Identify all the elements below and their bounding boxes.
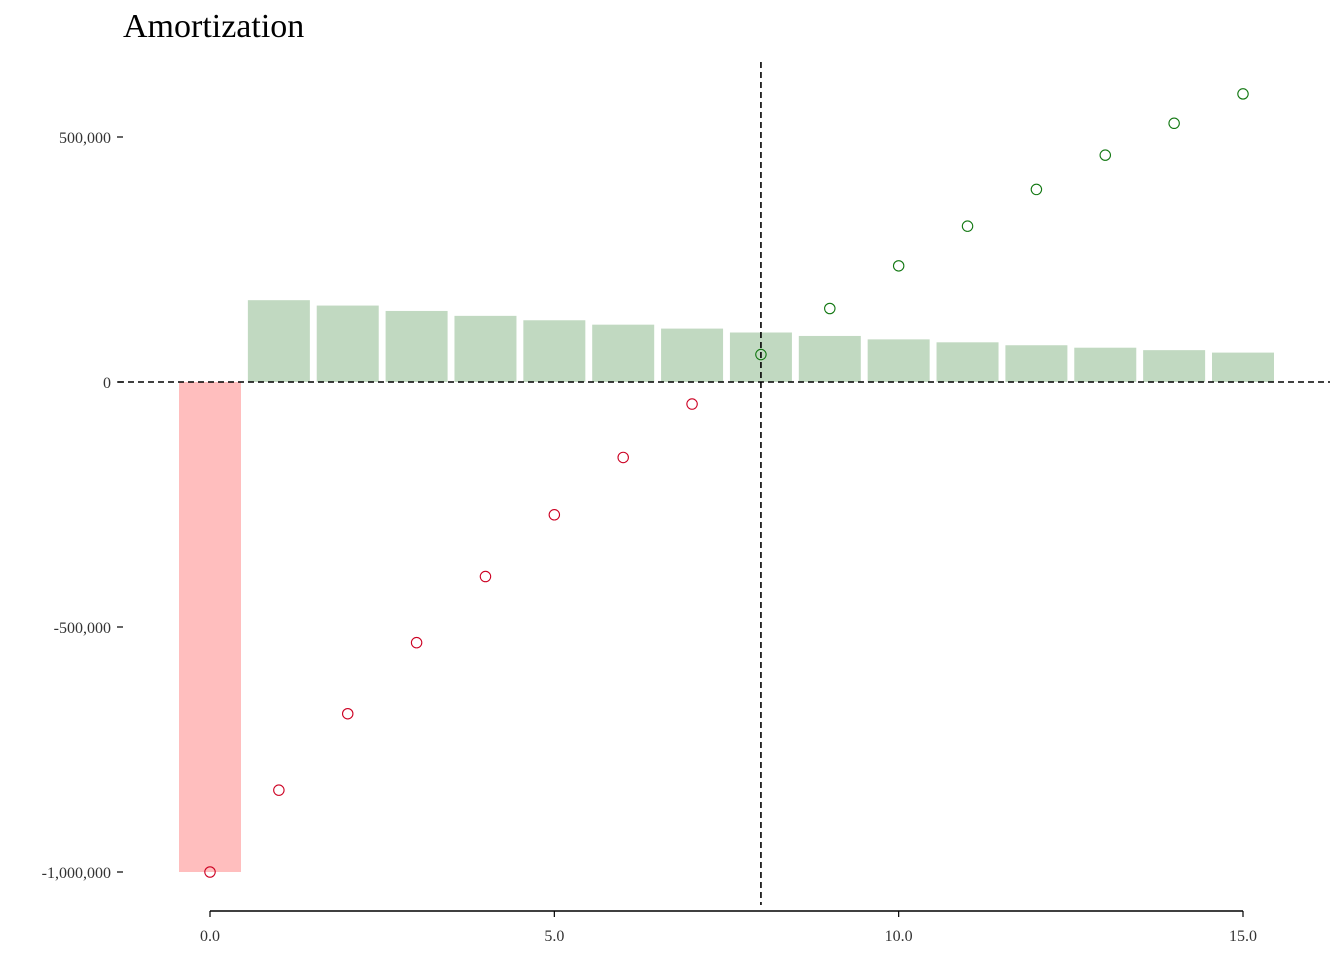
bar-10 xyxy=(867,339,930,382)
points-layer xyxy=(204,88,1249,878)
cumulative-point-13 xyxy=(1099,149,1112,161)
bar-2 xyxy=(316,305,379,382)
y-tick-label: 0 xyxy=(103,375,111,392)
bar-1 xyxy=(247,300,310,382)
bar-12 xyxy=(1005,345,1068,382)
cumulative-point-8 xyxy=(755,348,767,361)
chart-title: Amortization xyxy=(123,8,305,45)
cumulative-point-6 xyxy=(617,451,629,464)
bar-6 xyxy=(592,324,655,382)
x-tick-label: 15.0 xyxy=(1229,928,1257,945)
bar-5 xyxy=(523,320,586,382)
cumulative-point-7 xyxy=(686,398,698,410)
cumulative-point-12 xyxy=(1030,183,1043,196)
bar-11 xyxy=(936,342,999,382)
y-tick-label: 500,000 xyxy=(59,130,111,147)
y-tick-label: -500,000 xyxy=(54,620,111,637)
x-tick-label: 10.0 xyxy=(885,928,913,945)
x-tick-label: 0.0 xyxy=(200,928,220,945)
reference-lines-layer xyxy=(118,62,1330,905)
bar-9 xyxy=(798,335,861,382)
bar-0 xyxy=(179,382,241,872)
x-tick-label: 5.0 xyxy=(544,928,564,945)
cumulative-point-10 xyxy=(892,260,905,272)
cumulative-point-3 xyxy=(410,636,423,649)
bar-3 xyxy=(385,310,448,382)
cumulative-point-1 xyxy=(273,784,285,796)
cumulative-point-4 xyxy=(479,570,492,583)
bar-13 xyxy=(1074,347,1137,382)
cumulative-point-0 xyxy=(204,866,216,878)
cumulative-point-5 xyxy=(548,509,561,521)
bar-14 xyxy=(1143,350,1206,382)
cumulative-point-14 xyxy=(1168,117,1180,130)
cumulative-point-2 xyxy=(341,707,354,720)
cumulative-point-15 xyxy=(1237,88,1249,100)
bar-7 xyxy=(661,328,724,382)
bar-4 xyxy=(454,315,517,382)
y-tick-label: -1,000,000 xyxy=(42,865,111,882)
cumulative-point-9 xyxy=(824,302,836,315)
bars-layer xyxy=(179,300,1274,872)
axis-layer: 0.0 5.0 10.0 15.0 500,000 0 -500,000 -1,000,000 xyxy=(42,130,1257,945)
bar-15 xyxy=(1212,352,1274,382)
cumulative-point-11 xyxy=(961,220,974,232)
